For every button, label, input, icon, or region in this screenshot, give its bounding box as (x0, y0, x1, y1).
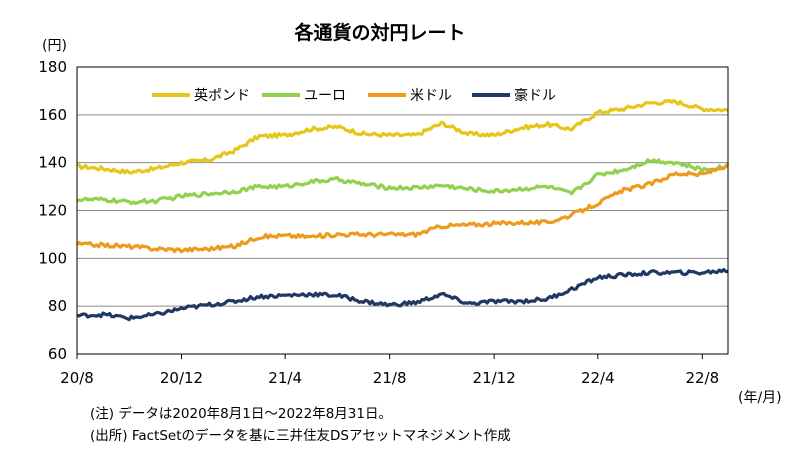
x-tick-label: 20/8 (60, 369, 94, 387)
x-axis-ticks: 20/8 20/12 21/4 21/8 21/12 22/4 22/8 (60, 354, 719, 387)
legend-label: ユーロ (304, 88, 346, 104)
y-tick-label: 120 (38, 202, 67, 220)
note-period: (注) データは2020年8月1日～2022年8月31日。 (90, 405, 392, 422)
series-line-1 (76, 158, 729, 206)
y-tick-label: 80 (48, 297, 67, 315)
x-tick-label: 21/4 (268, 369, 302, 387)
legend-label: 豪ドル (514, 88, 556, 104)
plot-frame (76, 66, 729, 355)
series-lines (75, 98, 730, 322)
y-tick-label: 60 (48, 345, 67, 363)
y-tick-label: 140 (38, 154, 67, 172)
legend: 英ポンド ユーロ 米ドル 豪ドル (152, 87, 556, 104)
series-line-0 (77, 98, 729, 175)
y-axis-unit: (円) (42, 38, 67, 54)
y-tick-label: 100 (38, 249, 67, 267)
x-axis-unit: (年/月) (738, 390, 782, 406)
x-tick-label: 22/8 (685, 369, 719, 387)
x-tick-label: 21/12 (473, 369, 516, 387)
y-tick-label: 160 (38, 106, 67, 124)
legend-label: 英ポンド (194, 87, 250, 104)
y-tick-label: 180 (38, 58, 67, 76)
x-tick-label: 21/8 (373, 369, 407, 387)
y-axis-ticks: 60 80 100 120 140 160 180 (38, 58, 67, 363)
legend-label: 米ドル (410, 88, 452, 104)
x-tick-label: 22/4 (581, 369, 615, 387)
chart-title: 各通貨の対円レート (293, 21, 465, 44)
series-line-3 (76, 268, 728, 322)
series-line-2 (75, 162, 730, 254)
x-tick-label: 20/12 (160, 369, 203, 387)
gridlines (77, 114, 728, 307)
note-source: (出所) FactSetのデータを基に三井住友DSアセットマネジメント作成 (90, 427, 511, 444)
